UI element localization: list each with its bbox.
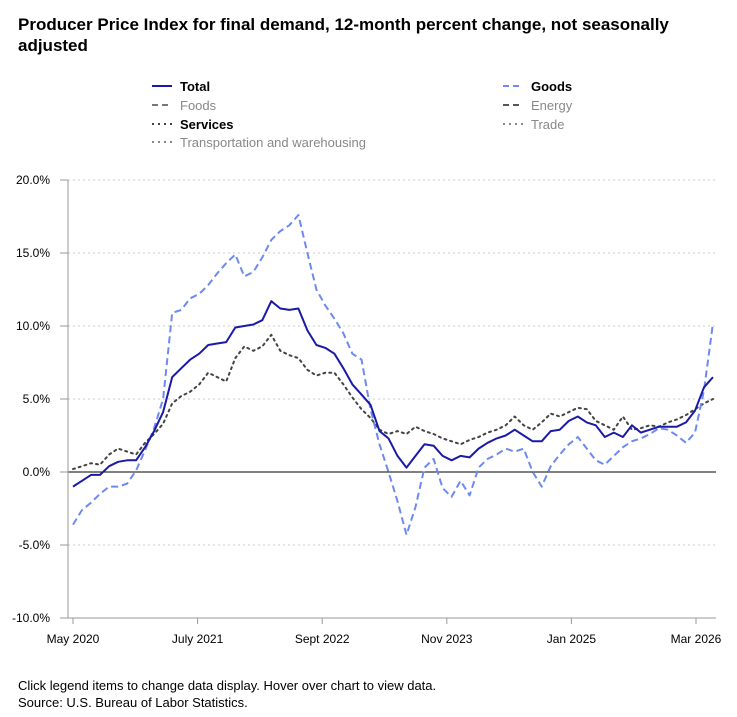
x-tick-label: Nov 2023 [421, 632, 473, 646]
legend-item-trade[interactable]: Trade [503, 115, 564, 133]
legend-item-goods[interactable]: Goods [503, 77, 572, 95]
chart-title: Producer Price Index for final demand, 1… [18, 15, 669, 55]
legend-label-energy: Energy [531, 97, 573, 113]
x-tick-label: Jan 2025 [547, 632, 597, 646]
legend-label-transportation: Transportation and warehousing [180, 134, 366, 150]
y-tick-label: -10.0% [12, 611, 50, 625]
legend-item-energy[interactable]: Energy [503, 96, 572, 114]
y-axis: 20.0% 15.0% 10.0% 5.0% 0.0% -5.0% -10.0% [12, 173, 69, 625]
legend-item-services[interactable]: Services [152, 115, 234, 133]
series-line-services [72, 333, 714, 471]
legend-swatch-foods-icon [152, 104, 172, 106]
chart-grid [68, 179, 716, 619]
x-tick-label: Mar 2026 [671, 632, 722, 646]
legend-item-total[interactable]: Total [152, 77, 210, 95]
legend-swatch-energy-icon [503, 104, 523, 106]
y-tick-label: 10.0% [16, 319, 50, 333]
series-line-total [72, 300, 714, 488]
x-tick-label: Sept 2022 [295, 632, 350, 646]
x-tick-label: July 2021 [172, 632, 224, 646]
y-tick-label: 20.0% [16, 173, 50, 187]
y-tick-label: -5.0% [19, 538, 51, 552]
y-tick-label: 0.0% [23, 465, 51, 479]
legend-swatch-goods-icon [503, 85, 523, 87]
y-tick-label: 5.0% [23, 392, 51, 406]
chart-series [72, 214, 714, 536]
legend-item-transportation[interactable]: Transportation and warehousing [152, 133, 366, 151]
legend-item-foods[interactable]: Foods [152, 96, 216, 114]
legend-label-goods: Goods [531, 78, 573, 94]
footer-note: Click legend items to change data displa… [18, 678, 437, 693]
series-line-goods [72, 214, 714, 536]
y-tick-label: 15.0% [16, 246, 50, 260]
legend-swatch-total-icon [152, 85, 172, 87]
legend-label-services: Services [180, 116, 234, 132]
x-axis: May 2020 July 2021 Sept 2022 Nov 2023 Jan 20… [47, 617, 722, 646]
x-tick-label: May 2020 [47, 632, 100, 646]
legend-label-trade: Trade [531, 116, 565, 132]
legend-label-foods: Foods [180, 97, 217, 113]
footer-source: Source: U.S. Bureau of Labor Statistics. [18, 695, 248, 710]
legend-label-total: Total [180, 78, 211, 94]
